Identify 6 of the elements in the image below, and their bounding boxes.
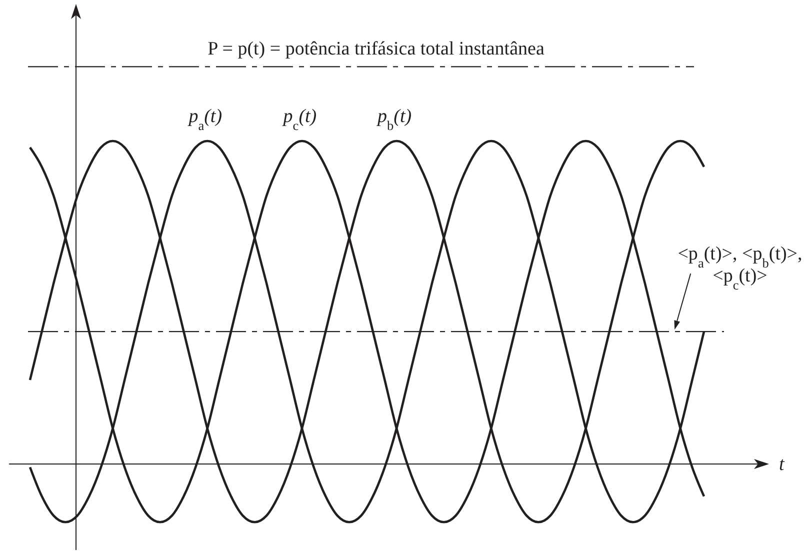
x-axis-title: t bbox=[779, 454, 785, 475]
series-label: p$_{c}$(t) bbox=[281, 106, 317, 132]
ref-line-label: P = p(t) = potência trifásica total instantânea bbox=[208, 38, 545, 60]
text: <p$_{a}$(t)>, <p$_{b}$(t)>, <p$_{c}$(t)> bbox=[678, 244, 802, 292]
series-label: p$_{a}$(t) bbox=[186, 106, 222, 132]
series-label: p$_{b}$(t) bbox=[376, 106, 412, 132]
